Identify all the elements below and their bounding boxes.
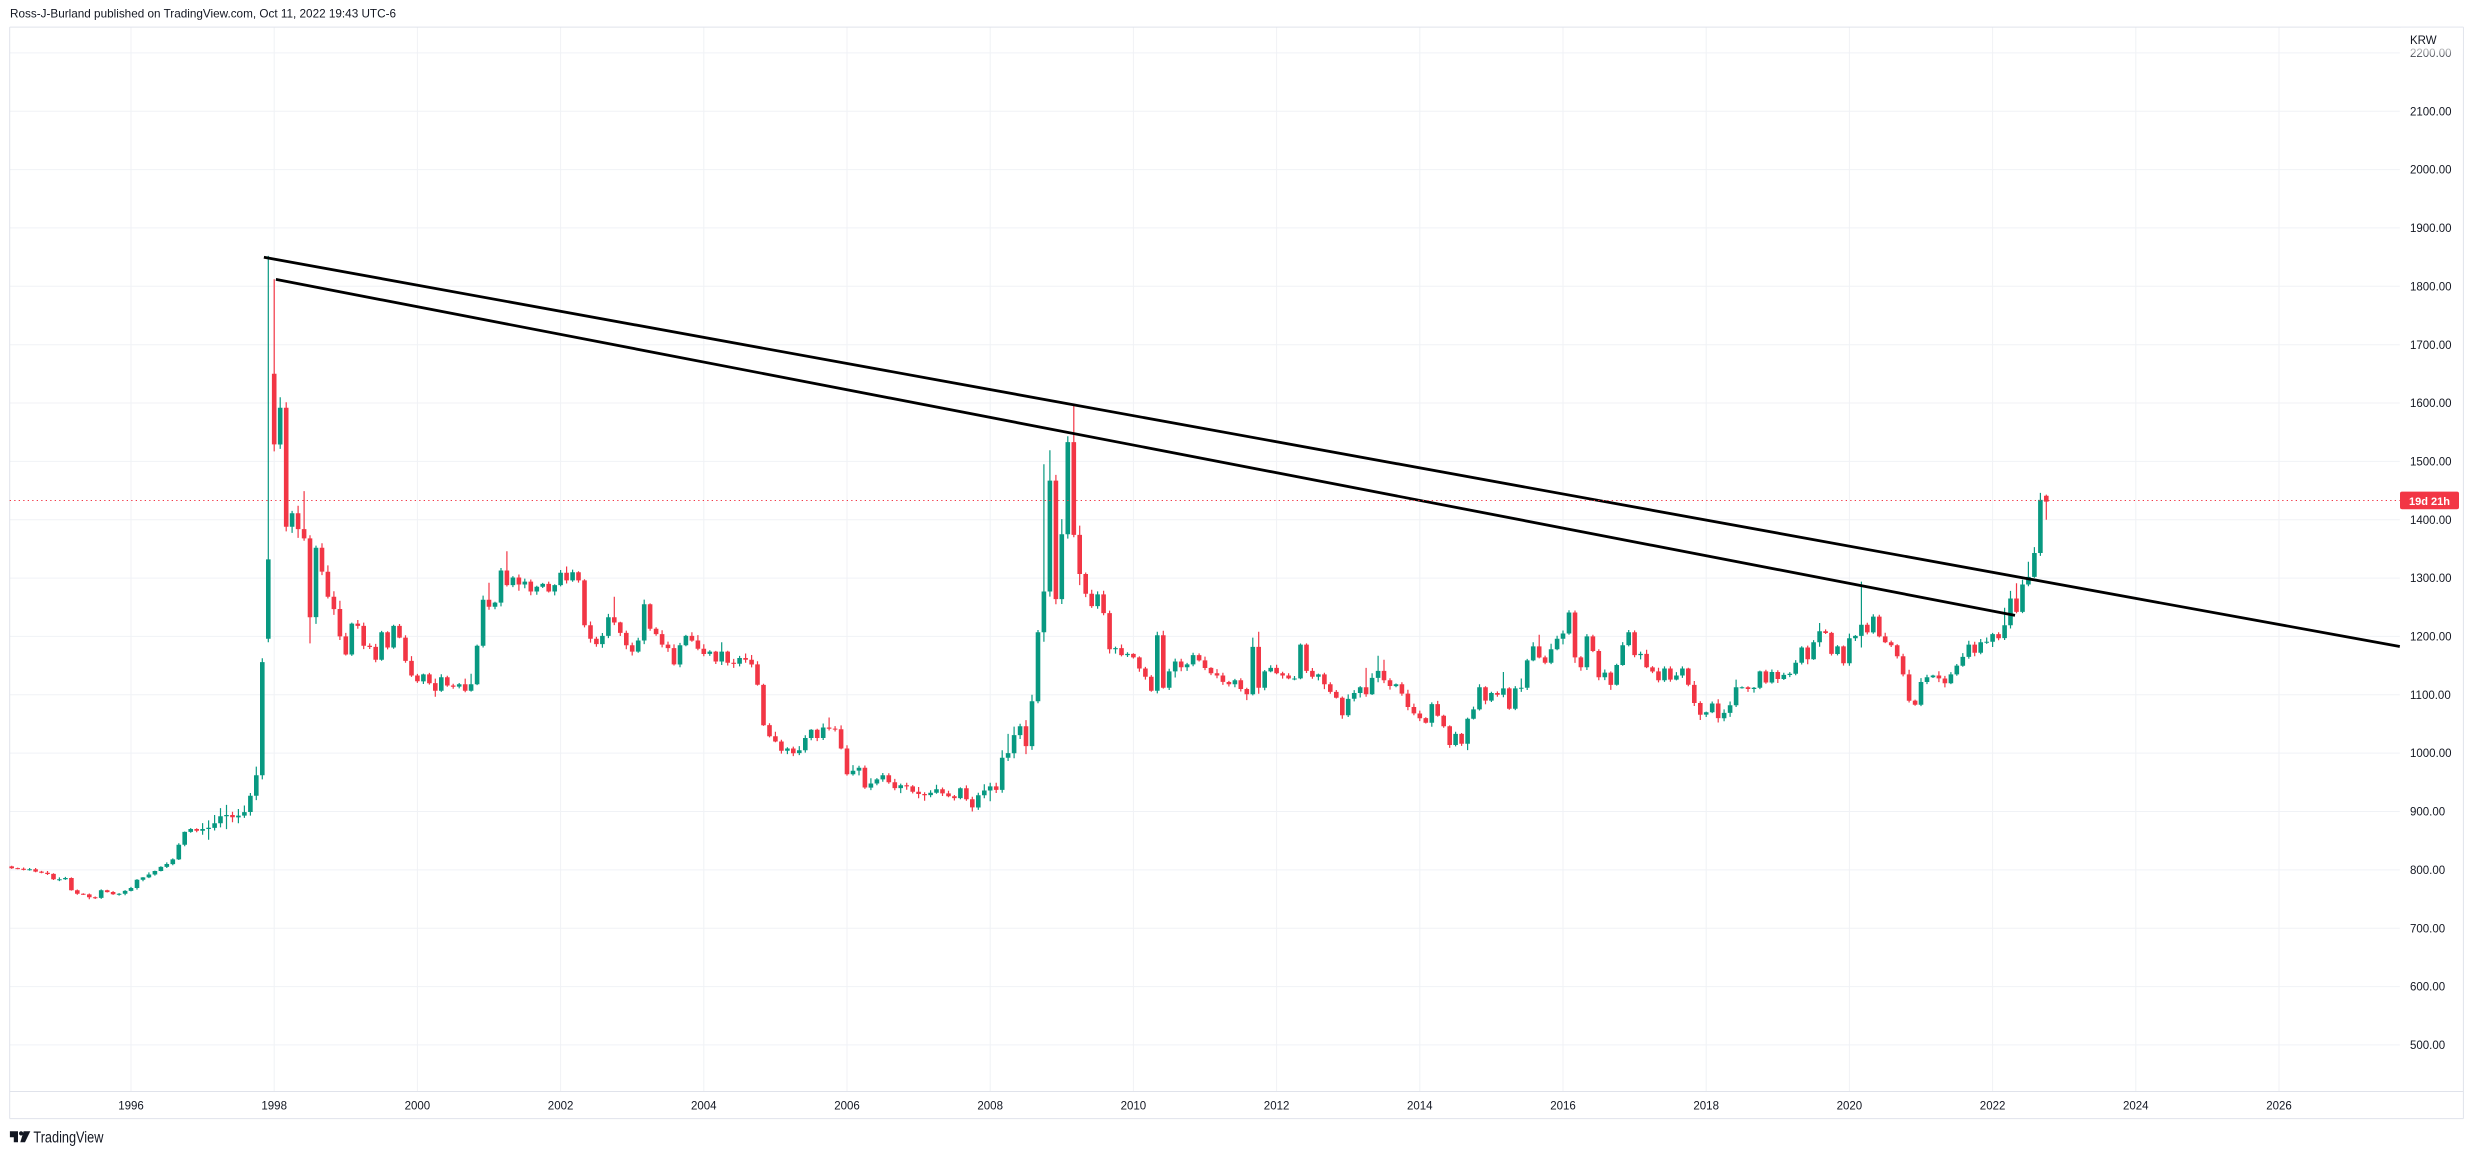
svg-text:2100.00: 2100.00 (2410, 106, 2452, 118)
svg-text:2026: 2026 (2266, 1101, 2292, 1113)
svg-text:2008: 2008 (977, 1101, 1003, 1113)
svg-text:1900.00: 1900.00 (2410, 223, 2452, 235)
svg-text:KRW: KRW (2410, 35, 2437, 47)
svg-text:2000.00: 2000.00 (2410, 165, 2452, 177)
svg-text:1500.00: 1500.00 (2410, 457, 2452, 469)
svg-text:1600.00: 1600.00 (2410, 398, 2452, 410)
svg-text:1000.00: 1000.00 (2410, 748, 2452, 760)
svg-text:500.00: 500.00 (2410, 1040, 2445, 1052)
svg-text:800.00: 800.00 (2410, 865, 2445, 877)
svg-text:19d 21h: 19d 21h (2409, 496, 2450, 508)
svg-text:900.00: 900.00 (2410, 807, 2445, 819)
svg-text:1100.00: 1100.00 (2410, 690, 2451, 702)
svg-text:2022: 2022 (1980, 1101, 2006, 1113)
svg-text:1996: 1996 (118, 1101, 144, 1113)
svg-text:2020: 2020 (1837, 1101, 1863, 1113)
svg-text:1998: 1998 (261, 1101, 287, 1113)
svg-text:2014: 2014 (1407, 1101, 1433, 1113)
svg-text:Ross-J-Burland published on Tr: Ross-J-Burland published on TradingView.… (10, 7, 396, 21)
svg-text:2012: 2012 (1264, 1101, 1290, 1113)
svg-text:700.00: 700.00 (2410, 923, 2445, 935)
svg-text:2024: 2024 (2123, 1101, 2149, 1113)
svg-text:1200.00: 1200.00 (2410, 632, 2452, 644)
svg-text:600.00: 600.00 (2410, 982, 2445, 994)
svg-text:2002: 2002 (548, 1101, 574, 1113)
svg-text:1800.00: 1800.00 (2410, 281, 2452, 293)
svg-text:1400.00: 1400.00 (2410, 515, 2452, 527)
svg-text:2006: 2006 (834, 1101, 860, 1113)
svg-text:2000: 2000 (405, 1101, 431, 1113)
svg-text:2010: 2010 (1121, 1101, 1147, 1113)
svg-text:2004: 2004 (691, 1101, 717, 1113)
svg-text:1300.00: 1300.00 (2410, 573, 2452, 585)
svg-text:2018: 2018 (1693, 1101, 1719, 1113)
svg-text:TradingView: TradingView (33, 1129, 104, 1146)
svg-text:2016: 2016 (1550, 1101, 1576, 1113)
svg-text:1700.00: 1700.00 (2410, 340, 2452, 352)
